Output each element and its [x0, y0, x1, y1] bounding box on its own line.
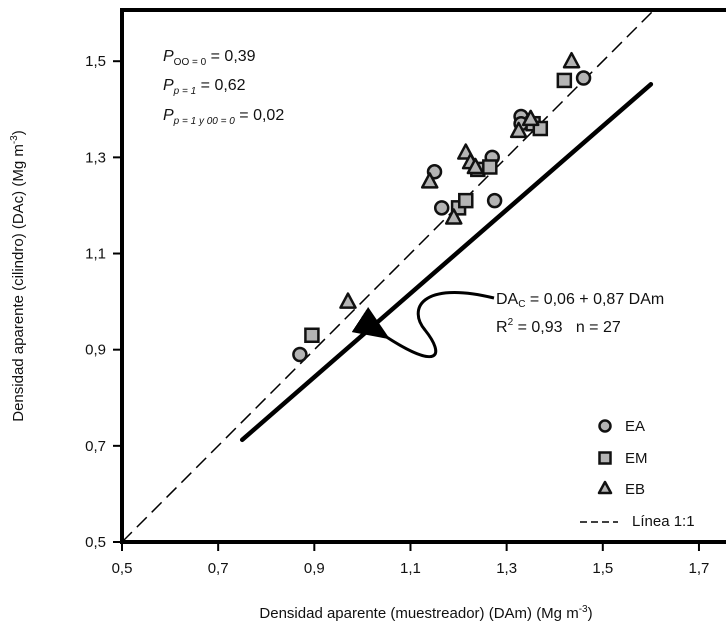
point-ea	[486, 192, 503, 209]
y-tick-label: 1,1	[85, 246, 106, 263]
x-tick-label: 0,9	[304, 560, 325, 577]
annotation-arrow	[351, 291, 495, 358]
legend-label-identity: Línea 1:1	[632, 513, 695, 530]
y-tick-label: 0,5	[85, 534, 106, 551]
point-eb	[420, 172, 439, 189]
point-ea	[433, 200, 450, 216]
legend-label-ea: EA	[625, 418, 645, 435]
point-em	[556, 72, 573, 89]
point-em	[482, 159, 498, 175]
point-em	[304, 327, 320, 344]
x-tick-label: 1,1	[400, 560, 421, 577]
point-em	[458, 192, 474, 209]
y-tick-label: 0,9	[85, 342, 106, 359]
point-eb	[339, 292, 357, 309]
legend-square-marker	[598, 451, 612, 465]
points-layer	[292, 51, 592, 363]
x-tick-label: 1,7	[689, 560, 710, 577]
legend-label-em: EM	[625, 450, 648, 467]
plot-frame	[120, 8, 726, 544]
point-eb	[445, 208, 463, 225]
x-axis-ticks: 0,5 0,7 0,9 1,1 1,3 1,5 1,7	[112, 542, 710, 577]
point-ea	[292, 346, 308, 363]
y-tick-label: 1,5	[85, 53, 106, 70]
x-axis-title: Densidad aparente (muestreador) (DAm) (M…	[259, 604, 592, 622]
identity-line	[122, 10, 656, 542]
regression-line	[239, 82, 654, 443]
y-axis-ticks: 0,50,70,91,11,31,51,7	[85, 53, 122, 551]
legend: EA EM EB Línea 1:1	[580, 418, 695, 530]
x-tick-label: 0,5	[112, 560, 133, 577]
point-eb	[562, 51, 581, 69]
legend-triangle-marker	[597, 480, 613, 495]
p-value-2: Pp = 1 = 0,62	[163, 77, 246, 97]
point-eb	[509, 121, 528, 139]
x-tick-label: 1,5	[592, 560, 613, 577]
legend-label-eb: EB	[625, 481, 645, 498]
y-tick-label: 1,3	[85, 149, 106, 166]
regression-equation: DAC = 0,06 + 0,87 DAm	[496, 291, 664, 310]
lines-layer	[122, 10, 656, 542]
x-tick-label: 1,3	[496, 560, 517, 577]
r-squared-label: R2 = 0,93 n = 27	[496, 317, 621, 336]
p-value-3: Pp = 1 y 00 = 0 = 0,02	[163, 107, 284, 127]
point-eb	[521, 109, 540, 127]
y-tick-label: 0,7	[85, 438, 106, 455]
p-value-1: POO = 0 = 0,39	[163, 48, 256, 68]
point-eb	[466, 157, 485, 175]
x-tick-label: 0,7	[208, 560, 229, 577]
y-axis-title: Densidad aparente (cilindro) (DAc) (Mg m…	[9, 130, 27, 422]
point-ea	[575, 70, 592, 86]
legend-circle-marker	[598, 419, 612, 433]
